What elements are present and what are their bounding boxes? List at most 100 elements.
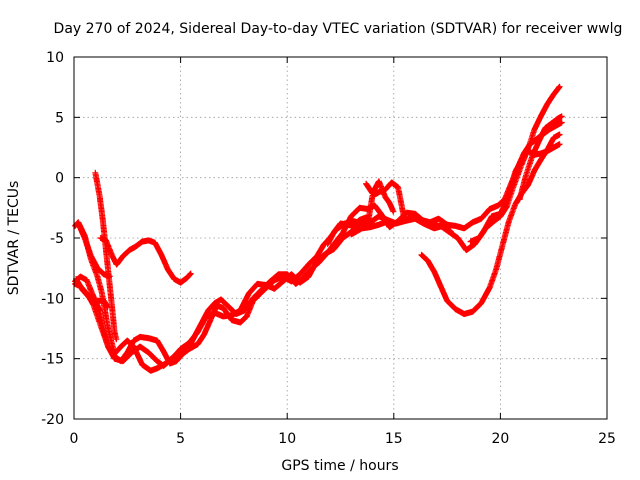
data-point <box>371 192 374 194</box>
x-tick-label: 25 <box>598 431 616 447</box>
data-point <box>261 289 263 291</box>
data-point <box>429 221 431 223</box>
data-point <box>489 208 491 210</box>
y-tick-label: -15 <box>41 352 64 368</box>
data-point <box>555 125 557 127</box>
data-point <box>148 239 150 241</box>
data-point <box>214 312 216 314</box>
data-point <box>553 93 555 95</box>
data-point <box>491 215 493 217</box>
data-point <box>508 220 510 222</box>
series-points <box>72 119 565 369</box>
y-tick-label: 0 <box>55 171 64 187</box>
data-point <box>495 268 497 270</box>
data-point <box>478 237 480 239</box>
data-point <box>506 206 508 208</box>
data-point <box>465 249 467 251</box>
data-point <box>107 346 109 348</box>
data-point <box>96 276 99 278</box>
data-point <box>131 352 133 354</box>
data-point <box>150 370 152 372</box>
data-point <box>489 286 491 289</box>
data-point <box>269 280 271 282</box>
data-point <box>512 186 514 188</box>
data-point <box>448 231 450 233</box>
data-point <box>190 272 192 274</box>
data-point <box>77 222 79 225</box>
data-point <box>533 128 536 130</box>
data-point <box>239 309 241 311</box>
data-point <box>214 302 216 304</box>
data-point <box>246 315 248 317</box>
data-point <box>290 273 293 275</box>
data-point <box>154 242 156 244</box>
data-point <box>244 309 246 311</box>
data-point <box>438 218 440 220</box>
data-point <box>553 146 555 149</box>
data-point <box>546 149 548 151</box>
data-point <box>350 233 352 235</box>
data-point <box>474 243 476 245</box>
data-point <box>79 276 81 278</box>
data-point <box>207 309 209 311</box>
data-point <box>352 220 354 222</box>
data-point <box>282 280 284 282</box>
data-point <box>197 331 199 333</box>
data-point <box>139 336 141 338</box>
data-point <box>180 348 182 350</box>
data-point <box>504 198 506 200</box>
data-point <box>273 288 275 290</box>
data-point <box>226 305 229 307</box>
data-point <box>388 202 391 204</box>
data-point <box>499 215 501 217</box>
data-point <box>391 224 393 226</box>
data-point <box>546 103 548 105</box>
series-11 <box>418 131 563 317</box>
axis-ticks: 0 5 10 15 20 25 -20 -15 -10 -5 0 5 10 <box>41 50 616 447</box>
data-point <box>561 115 563 117</box>
data-point <box>361 227 363 229</box>
data-point <box>148 352 150 354</box>
data-point <box>403 219 406 221</box>
data-point <box>81 289 84 291</box>
data-point <box>108 279 110 281</box>
data-point <box>88 296 90 298</box>
data-point <box>126 340 128 342</box>
data-point <box>559 143 561 145</box>
data-point <box>374 204 376 206</box>
data-point <box>128 249 130 251</box>
data-point <box>359 207 361 209</box>
data-point <box>209 319 211 321</box>
y-tick-label: -10 <box>41 291 64 307</box>
data-point <box>548 128 551 130</box>
data-point <box>333 248 335 250</box>
data-point <box>544 127 546 129</box>
data-point <box>561 121 563 123</box>
data-point <box>350 215 352 217</box>
data-point <box>327 243 329 245</box>
data-point <box>133 346 135 348</box>
data-point <box>325 253 327 255</box>
data-point <box>359 219 361 221</box>
data-point <box>501 244 504 246</box>
data-point <box>527 184 529 186</box>
data-point <box>455 308 457 310</box>
data-point <box>397 186 399 188</box>
data-point <box>278 273 280 275</box>
data-point <box>101 291 103 293</box>
data-point <box>371 221 374 223</box>
data-point <box>116 340 118 342</box>
data-point <box>493 220 495 222</box>
data-point <box>365 183 367 185</box>
data-point <box>96 267 99 269</box>
data-point <box>160 254 162 256</box>
data-point <box>470 241 472 243</box>
data-point <box>433 271 435 273</box>
data-point <box>222 315 224 317</box>
data-point <box>113 331 116 333</box>
series-7 <box>97 235 194 286</box>
data-point <box>188 342 190 344</box>
x-tick-label: 20 <box>491 431 509 447</box>
data-point <box>186 277 188 279</box>
